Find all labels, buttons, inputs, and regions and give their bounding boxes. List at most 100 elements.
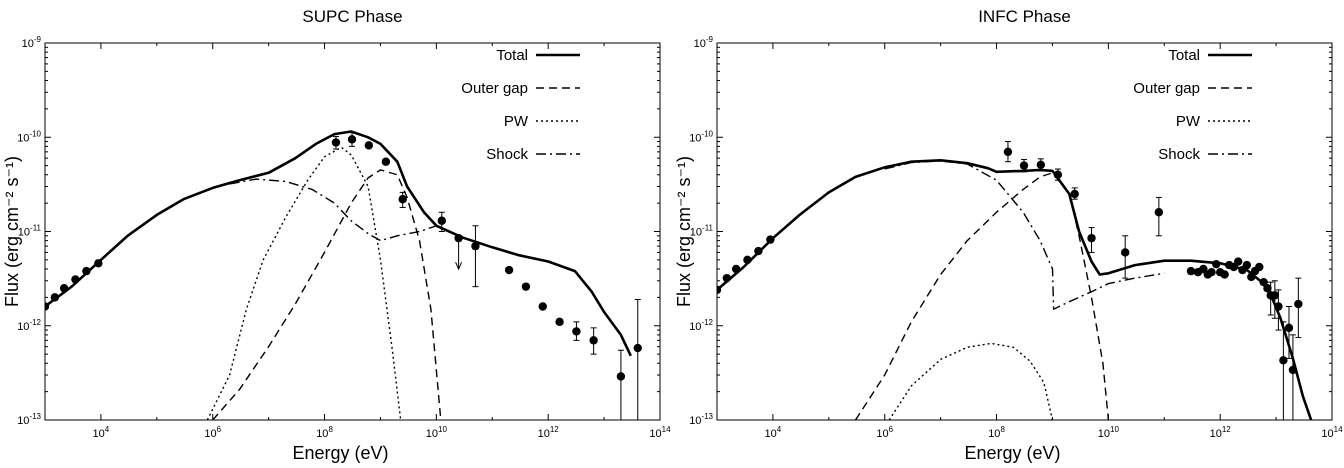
legend-label: Total [496,47,528,64]
y-tick-label: 10-11 [690,224,714,239]
plot-frame [44,42,661,421]
series-line-total [45,130,632,357]
data-point [1019,161,1029,170]
data-point [766,235,775,244]
y-tick-label: 10-9 [22,35,42,50]
series-line-shock [884,160,1165,310]
x-tick-label: 106 [876,425,893,440]
x-tick-label: 104 [93,425,110,440]
legend-label: Shock [1158,146,1200,163]
data-point [1270,291,1280,300]
y-tick-label: 10-10 [17,129,41,144]
x-tick-label: 1010 [1098,425,1120,440]
data-point [1279,356,1288,365]
data-point [1070,189,1079,199]
data-point [82,266,91,276]
data-point [717,285,722,295]
series-line-outer-gap [854,172,1110,420]
data-point [1294,299,1303,309]
x-tick-label: 1014 [649,425,671,440]
data-point [1120,248,1130,257]
legend-label: PW [1176,113,1201,130]
y-tick-label: 10-9 [694,35,714,50]
data-point [1284,323,1294,333]
plot-area [717,141,1313,420]
data-point [364,141,374,150]
y-tick-label: 10-12 [689,318,713,333]
x-tick-label: 106 [204,425,221,440]
y-tick-label: 10-10 [689,129,713,144]
data-point [1220,270,1229,279]
data-point [1242,260,1252,270]
data-point [1259,277,1268,287]
legend-label: Total [1168,47,1200,64]
data-point [1036,160,1046,170]
data-point [347,135,357,144]
data-point [437,216,446,225]
plot-frame [716,42,1333,421]
series-line-shock [229,178,437,242]
data-point [71,275,80,284]
y-axis-label: Flux (erg cm⁻² s⁻¹) [674,156,694,307]
data-point [538,302,547,311]
data-point [50,293,60,302]
x-tick-label: 1012 [1210,425,1232,440]
data-point [521,282,531,291]
data-point [1154,208,1164,217]
data-point [731,264,741,274]
data-point [1003,147,1013,157]
series-line-total [717,159,1313,420]
infc-phase-chart: INFC Phase 104 106 108 1010 1012 1014 10-13 10-1… [674,7,1343,463]
chart-panel-infc: INFC Phase 104 106 108 1010 1012 1014 10-13 10-1… [672,0,1344,468]
data-point [504,265,514,275]
data-point [1087,233,1096,243]
legend-label: PW [504,113,529,130]
x-tick-label: 1010 [426,425,448,440]
y-tick-label: 10-13 [689,412,713,427]
x-tick-label: 108 [988,425,1005,440]
data-point [589,336,598,345]
data-point [1233,257,1243,266]
data-point [572,327,581,336]
data-point [59,284,69,293]
y-axis-label: Flux (erg cm⁻² s⁻¹) [2,156,22,307]
data-point [1263,284,1272,293]
y-tick-label: 10-12 [17,318,41,333]
upper-limit-arrow [455,261,463,271]
data-point [743,255,752,265]
data-point [1255,262,1264,272]
legend-label: Outer gap [1133,80,1200,97]
x-tick-label: 104 [765,425,782,440]
data-point [331,138,341,147]
data-point [633,343,642,353]
data-point [45,302,50,311]
data-point [381,157,391,166]
data-point [471,241,480,251]
chart-panel-supc: SUPC Phase 104 106 108 1010 1012 1014 10-13 10-1… [2,7,671,463]
data-point [616,372,626,381]
data-point [555,317,564,327]
data-point [1207,267,1216,277]
data-point [398,195,407,204]
legend-label: Shock [486,146,528,163]
x-axis-label: Energy (eV) [292,443,388,463]
data-point [1288,365,1298,375]
x-tick-label: 1014 [1321,425,1343,440]
legend-label: Outer gap [461,80,528,97]
supc-phase-chart: SUPC Phase 104 106 108 1010 1012 1014 10-13 10-1… [2,7,671,463]
y-tick-label: 10-11 [18,224,42,239]
plot-area [45,130,642,420]
data-point [1186,266,1196,276]
series-line-pw [888,342,1054,420]
data-point [94,259,103,268]
data-point [722,273,732,283]
series-line-pw [206,146,402,420]
chart-title: SUPC Phase [302,7,402,26]
data-point [754,246,763,256]
chart-title: INFC Phase [978,7,1071,26]
data-point [454,233,463,243]
data-point [1212,259,1221,269]
x-axis-label: Energy (eV) [964,443,1060,463]
x-tick-label: 1012 [538,425,560,440]
series-line-outer-gap [212,169,442,420]
